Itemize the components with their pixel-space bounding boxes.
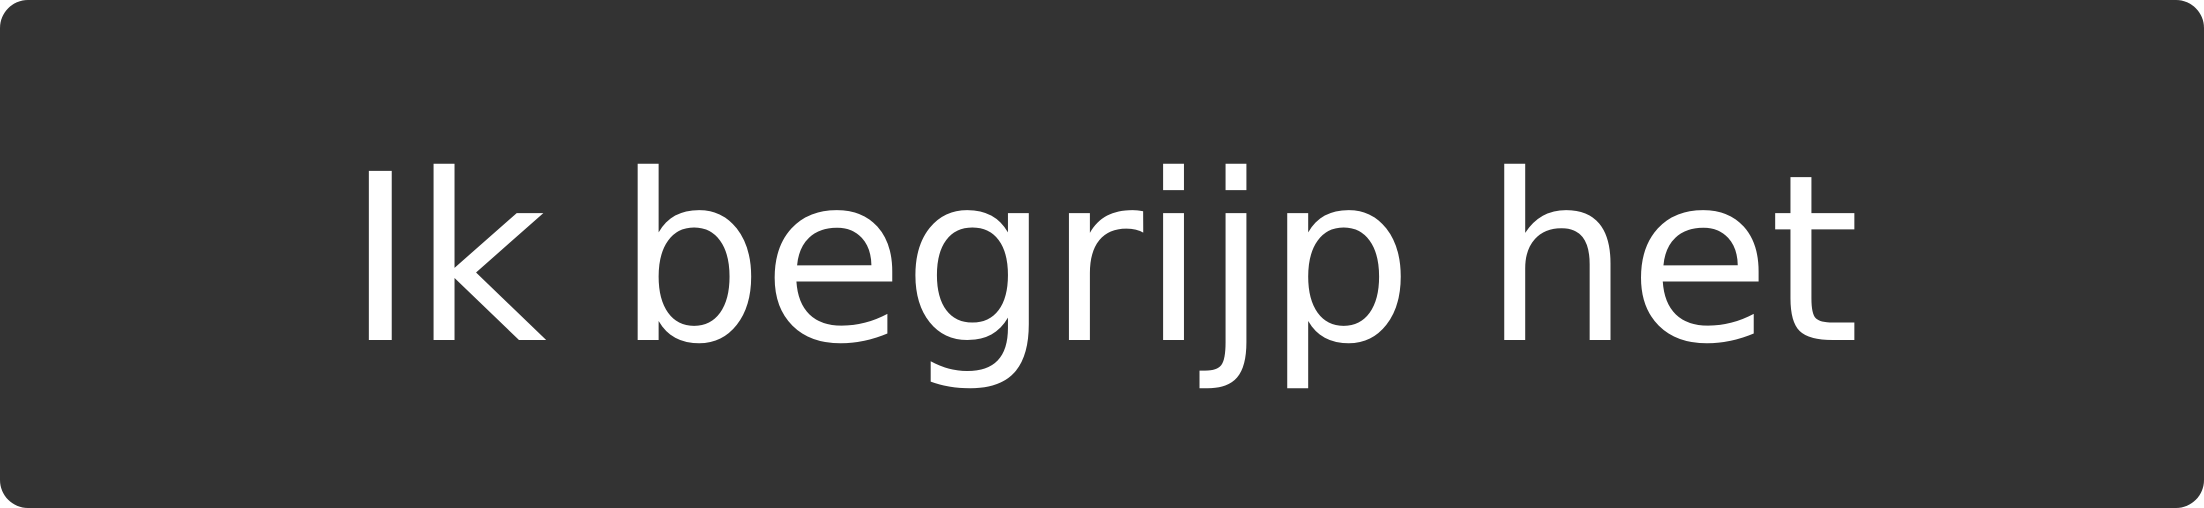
button-label: Ik begrijp het	[346, 125, 1860, 395]
